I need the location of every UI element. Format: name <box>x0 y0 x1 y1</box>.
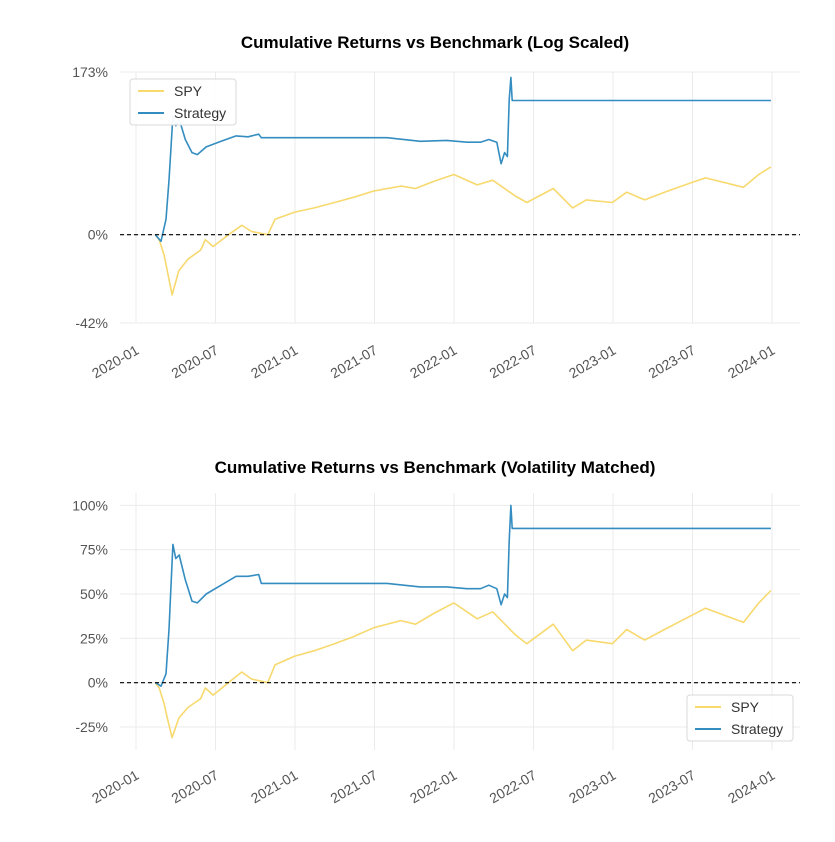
series-line-strategy <box>154 504 771 687</box>
series-line-spy <box>154 166 772 296</box>
y-tick-label: 100% <box>72 497 108 513</box>
legend-label: SPY <box>731 699 760 715</box>
legend-label: Strategy <box>731 721 783 737</box>
x-tick-label: 2021-07 <box>327 342 380 382</box>
x-tick-label: 2020-01 <box>89 342 142 382</box>
chart-title: Cumulative Returns vs Benchmark (Log Sca… <box>241 33 629 52</box>
x-tick-label: 2022-07 <box>486 767 539 807</box>
y-tick-label: 0% <box>88 227 108 243</box>
y-tick-label: 75% <box>80 542 108 558</box>
x-tick-label: 2020-07 <box>168 767 221 807</box>
x-tick-label: 2020-01 <box>89 767 142 807</box>
y-tick-label: 173% <box>72 64 108 80</box>
x-tick-label: 2020-07 <box>168 342 221 382</box>
x-tick-labels: 2020-01 2020-07 2021-01 2021-07 2022-01 2022-… <box>89 342 778 382</box>
legend: SPY Strategy <box>129 78 237 126</box>
x-tick-label: 2022-07 <box>486 342 539 382</box>
series-line-spy <box>154 589 772 739</box>
chart-title: Cumulative Returns vs Benchmark (Volatil… <box>215 458 656 477</box>
y-tick-labels: 173% 0% -42% <box>72 64 108 331</box>
x-tick-label: 2024-01 <box>725 767 778 807</box>
x-tick-labels: 2020-01 2020-07 2021-01 2021-07 2022-01 2022-… <box>89 767 778 807</box>
y-tick-label: -42% <box>75 315 108 331</box>
x-tick-label: 2022-01 <box>407 342 460 382</box>
legend-label: Strategy <box>174 105 226 121</box>
series-lines <box>154 504 772 739</box>
legend-label: SPY <box>174 83 203 99</box>
x-tick-label: 2023-01 <box>566 342 619 382</box>
x-tick-label: 2023-01 <box>566 767 619 807</box>
x-tick-label: 2021-07 <box>327 767 380 807</box>
x-tick-label: 2022-01 <box>407 767 460 807</box>
y-tick-label: 25% <box>80 630 108 646</box>
chart-log-scaled: Cumulative Returns vs Benchmark (Log Sca… <box>72 33 800 381</box>
x-tick-label: 2021-01 <box>248 342 301 382</box>
x-tick-label: 2024-01 <box>725 342 778 382</box>
y-tick-labels: 100% 75% 50% 25% 0% -25% <box>72 497 108 735</box>
y-tick-label: 50% <box>80 586 108 602</box>
legend: SPY Strategy <box>686 694 794 742</box>
x-tick-label: 2021-01 <box>248 767 301 807</box>
y-tick-label: 0% <box>88 675 108 691</box>
series-lines <box>154 76 772 296</box>
chart-volatility-matched: Cumulative Returns vs Benchmark (Volatil… <box>72 458 800 806</box>
series-line-strategy <box>154 76 771 243</box>
x-tick-label: 2023-07 <box>645 767 698 807</box>
x-tick-label: 2023-07 <box>645 342 698 382</box>
y-tick-label: -25% <box>75 719 108 735</box>
